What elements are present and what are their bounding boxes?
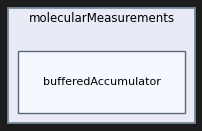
Text: molecularMeasurements: molecularMeasurements <box>28 12 174 25</box>
Text: bufferedAccumulator: bufferedAccumulator <box>42 77 160 87</box>
FancyBboxPatch shape <box>18 51 184 113</box>
FancyBboxPatch shape <box>8 8 194 123</box>
